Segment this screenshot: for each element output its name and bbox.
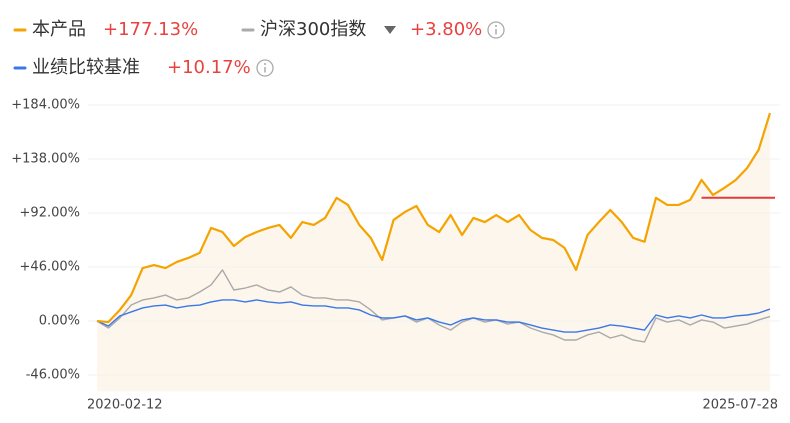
series-line (96, 299, 771, 333)
series-line (96, 269, 771, 343)
x-tick-label: 2025-07-28 (702, 398, 778, 413)
x-tick-label: 2020-02-12 (87, 398, 163, 413)
legend-return: +10.17% (167, 57, 251, 78)
y-tick-label: -46.00% (26, 367, 80, 382)
legend-label: 业绩比较基准 (32, 57, 140, 78)
y-tick-label: 0.00% (39, 313, 80, 328)
product-area (97, 113, 770, 392)
dropdown-arrow[interactable] (384, 26, 396, 34)
y-tick-label: +46.00% (20, 259, 80, 274)
legend-return: +3.80% (410, 19, 482, 40)
info-icon[interactable] (256, 59, 274, 77)
legend-label: 沪深300指数 (260, 19, 366, 40)
legend-label: 本产品 (32, 19, 86, 40)
y-tick-label: +92.00% (20, 206, 80, 221)
info-icon[interactable] (487, 21, 505, 39)
y-tick-label: +138.00% (11, 152, 80, 167)
series-line (96, 112, 772, 324)
y-tick-label: +184.00% (11, 98, 80, 113)
info-icon-dot (264, 63, 266, 65)
info-icon-dot (495, 25, 497, 27)
legend-return: +177.13% (103, 19, 198, 40)
